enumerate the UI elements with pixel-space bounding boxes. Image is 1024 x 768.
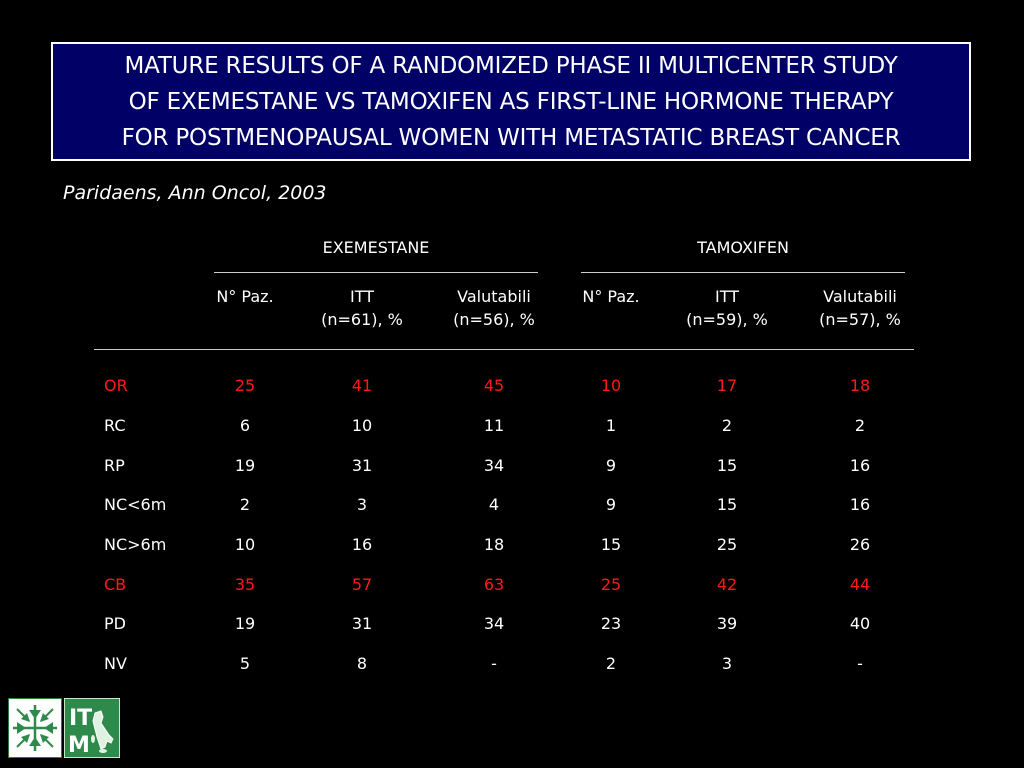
table-cell: 2 (239, 495, 251, 514)
table-cell: 23 (600, 614, 622, 633)
row-label: NV (104, 654, 127, 673)
table-cell: 18 (483, 535, 505, 554)
column-header-line2: (n=56), % (453, 310, 535, 329)
table-cell: 41 (351, 376, 373, 395)
table-cell: 45 (483, 376, 505, 395)
italy-map-logo-icon (91, 710, 114, 753)
svg-text:IT: IT (69, 706, 92, 731)
table-cell: 31 (351, 614, 373, 633)
table-cell: 2 (721, 416, 733, 435)
row-label: RP (104, 456, 125, 475)
table-cell: 3 (721, 654, 733, 673)
table-cell: 2 (854, 416, 866, 435)
title-line-1: MATURE RESULTS OF A RANDOMIZED PHASE II … (124, 52, 898, 79)
row-label: NC>6m (104, 535, 167, 554)
column-header: ITT (n=59), % (686, 285, 768, 331)
row-label: OR (104, 376, 128, 395)
table-cell: 11 (483, 416, 505, 435)
row-label: CB (104, 575, 127, 594)
table-cell: 6 (239, 416, 251, 435)
column-header: N° Paz. (216, 285, 273, 308)
table-cell: 15 (600, 535, 622, 554)
citation: Paridaens, Ann Oncol, 2003 (63, 182, 327, 204)
table-cell: 9 (605, 495, 617, 514)
table-cell: 63 (483, 575, 505, 594)
column-header-line1: N° Paz. (216, 287, 274, 306)
table-cell: - (491, 654, 497, 673)
column-header-line1: N° Paz. (582, 287, 640, 306)
row-label: RC (104, 416, 126, 435)
group-header-exemestane: EXEMESTANE (322, 238, 430, 257)
title-box: MATURE RESULTS OF A RANDOMIZED PHASE II … (51, 42, 971, 161)
group-header-tamoxifen: TAMOXIFEN (697, 238, 789, 257)
title-line-2: OF EXEMESTANE VS TAMOXIFEN AS FIRST-LINE… (128, 88, 894, 115)
table-cell: 34 (483, 614, 505, 633)
arrows-converging-logo-icon (8, 698, 62, 758)
table-cell: 39 (716, 614, 738, 633)
table-cell: 16 (849, 456, 871, 475)
column-header-line2: (n=59), % (686, 310, 768, 329)
table-cell: 25 (716, 535, 738, 554)
table-cell: 35 (234, 575, 256, 594)
row-label: NC<6m (104, 495, 167, 514)
table-cell: 19 (234, 614, 256, 633)
table-cell: 42 (716, 575, 738, 594)
column-header: ITT (n=61), % (321, 285, 403, 331)
table-cell: 15 (716, 456, 738, 475)
table-cell: 31 (351, 456, 373, 475)
table-cell: 19 (234, 456, 256, 475)
column-header-line2: (n=57), % (819, 310, 901, 329)
table-cell: 26 (849, 535, 871, 554)
column-header-line2: (n=61), % (321, 310, 403, 329)
table-cell: 40 (849, 614, 871, 633)
table-cell: 57 (351, 575, 373, 594)
column-header: N° Paz. (582, 285, 639, 308)
column-header-line1: Valutabili (823, 287, 897, 306)
table-cell: 10 (351, 416, 373, 435)
table-cell: 34 (483, 456, 505, 475)
table-cell: 16 (351, 535, 373, 554)
column-header: Valutabili (n=56), % (453, 285, 535, 331)
table-cell: 8 (356, 654, 368, 673)
table-cell: 3 (356, 495, 368, 514)
table-cell: 25 (600, 575, 622, 594)
table-cell: 16 (849, 495, 871, 514)
column-header: Valutabili (n=57), % (819, 285, 901, 331)
column-header-line1: ITT (715, 287, 739, 306)
table-cell: 10 (234, 535, 256, 554)
group-underline-tamoxifen (581, 272, 905, 273)
svg-text:M: M (68, 733, 90, 757)
table-cell: 25 (234, 376, 256, 395)
column-header-line1: ITT (350, 287, 374, 306)
table-cell: - (857, 654, 863, 673)
table-cell: 2 (605, 654, 617, 673)
table-cell: 44 (849, 575, 871, 594)
table-cell: 18 (849, 376, 871, 395)
table-cell: 4 (488, 495, 500, 514)
itm-logo-icon: IT M (64, 698, 120, 758)
row-label: PD (104, 614, 126, 633)
table-cell: 1 (605, 416, 617, 435)
logo-group: IT M (8, 698, 120, 760)
table-cell: 10 (600, 376, 622, 395)
title-line-3: FOR POSTMENOPAUSAL WOMEN WITH METASTATIC… (121, 124, 901, 151)
group-underline-exemestane (214, 272, 538, 273)
table-cell: 9 (605, 456, 617, 475)
table-cell: 15 (716, 495, 738, 514)
table-cell: 5 (239, 654, 251, 673)
column-header-line1: Valutabili (457, 287, 531, 306)
table-cell: 17 (716, 376, 738, 395)
header-divider (94, 349, 914, 350)
